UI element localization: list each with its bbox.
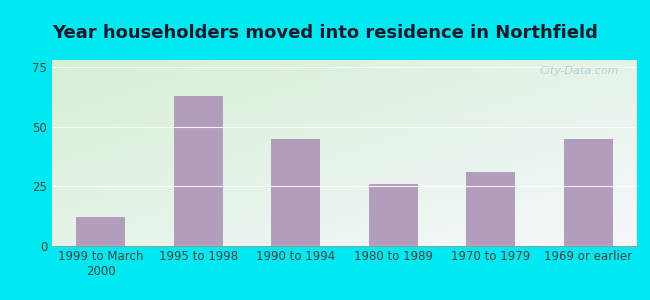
Bar (564, 139, 612, 246)
Bar (467, 172, 515, 246)
Text: Year householders moved into residence in Northfield: Year householders moved into residence i… (52, 24, 598, 42)
Bar (77, 218, 125, 246)
Text: City-Data.com: City-Data.com (540, 66, 619, 76)
Bar (272, 139, 320, 246)
Bar (369, 184, 417, 246)
Bar (174, 96, 222, 246)
